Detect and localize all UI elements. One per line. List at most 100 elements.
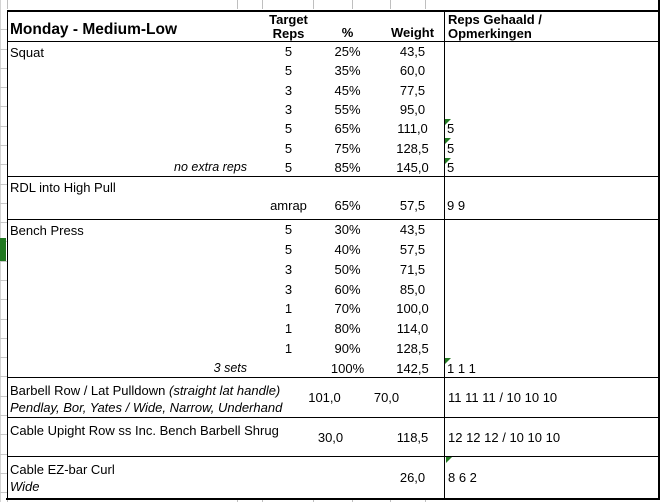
target-reps-cell[interactable]: amrap	[270, 197, 307, 213]
exercise-name-cell[interactable]: Cable Upight Row ss Inc. Bench Barbell S…	[10, 422, 279, 439]
weight-cell[interactable]: 118,5	[396, 429, 429, 445]
result-cell[interactable]	[444, 220, 658, 240]
result-cell[interactable]: 8 6 2	[445, 457, 658, 498]
weight-cell[interactable]: 57,5	[399, 197, 426, 213]
weight-cell[interactable]: 128,5	[396, 140, 429, 156]
row-gridline	[0, 87, 7, 88]
exercise-name-cell[interactable]: Bench Press	[10, 223, 84, 238]
set-row: 3 60% 85,0	[8, 279, 658, 299]
result-cell[interactable]: 12 12 12 / 10 10 10	[445, 418, 658, 456]
exercise-name-cell[interactable]: Barbell Row / Lat Pulldown (straight lat…	[10, 382, 282, 416]
percent-cell[interactable]: 35%	[334, 63, 361, 79]
percent-cell[interactable]: 40%	[334, 242, 361, 258]
result-cell[interactable]: 5	[444, 157, 658, 177]
result-cell[interactable]	[444, 100, 658, 119]
target-reps-cell[interactable]: 5	[284, 222, 293, 238]
target-reps-header-line2: Reps	[272, 26, 305, 41]
result-cell[interactable]	[444, 81, 658, 100]
target-reps-cell[interactable]: 3	[284, 281, 293, 297]
weight-cell[interactable]: 114,0	[396, 321, 429, 337]
result-cell[interactable]: 9 9	[444, 196, 658, 215]
exercise-name-cell[interactable]: Cable EZ-bar Curl Wide	[10, 461, 262, 495]
percent-cell[interactable]: 45%	[334, 82, 361, 98]
percent-cell[interactable]: 65%	[334, 197, 361, 213]
target-reps-cell[interactable]: 3	[284, 261, 293, 277]
target-reps-cell[interactable]: 1	[284, 321, 293, 337]
flag-triangle-icon	[446, 457, 452, 463]
weight-cell[interactable]: 128,5	[396, 340, 429, 356]
weight-cell[interactable]: 111,0	[397, 121, 428, 137]
row-gridline	[0, 164, 7, 165]
result-cell[interactable]: 1 1 1	[444, 358, 658, 378]
target-reps-cell[interactable]: 5	[284, 121, 293, 137]
column-gridline-tick	[425, 0, 426, 9]
result-cell[interactable]: 11 11 11 / 10 10 10	[445, 378, 658, 417]
result-cell[interactable]	[444, 279, 658, 299]
weight-cell[interactable]: 57,5	[399, 242, 426, 258]
day-title-cell[interactable]: Monday - Medium-Low	[10, 21, 178, 38]
percent-cell[interactable]: 90%	[334, 340, 361, 356]
weight-cell[interactable]: 71,5	[399, 261, 426, 277]
percent-cell[interactable]: 60%	[334, 281, 361, 297]
weight-cell[interactable]: 43,5	[399, 222, 426, 238]
percent-cell[interactable]: 100%	[330, 360, 365, 376]
result-cell[interactable]	[444, 240, 658, 260]
exercise-name-cell[interactable]: Squat	[10, 45, 44, 60]
weight-cell[interactable]: 145,0	[396, 159, 429, 175]
row-gridline	[0, 396, 7, 397]
row-gridline	[0, 29, 7, 30]
target-reps-cell[interactable]: 3	[284, 101, 293, 117]
results-header-cell[interactable]: Reps Gehaald / Opmerkingen	[444, 12, 658, 41]
weight-cell[interactable]: 26,0	[399, 470, 426, 485]
result-cell[interactable]	[444, 260, 658, 280]
target-reps-cell[interactable]: 5	[284, 63, 293, 79]
weight-cell[interactable]: 77,5	[399, 82, 426, 98]
weight-cell[interactable]: 85,0	[399, 281, 426, 297]
weight-header-cell[interactable]: Weight	[381, 12, 444, 41]
weight-cell[interactable]: 43,5	[399, 44, 426, 60]
percent-cell[interactable]: 50%	[334, 261, 361, 277]
set-note-cell[interactable]: no extra reps	[174, 160, 247, 175]
result-cell[interactable]	[444, 319, 658, 339]
exercise-block: Cable Upight Row ss Inc. Bench Barbell S…	[8, 418, 658, 457]
percent-cell[interactable]	[314, 457, 381, 498]
weight-cell[interactable]: 95,0	[399, 101, 426, 117]
weight-cell[interactable]: 70,0	[373, 390, 400, 405]
result-cell[interactable]: 5	[444, 119, 658, 138]
weight-cell[interactable]: 142,5	[396, 360, 429, 376]
target-reps-cell[interactable]: 5	[284, 140, 293, 156]
percent-cell[interactable]: 75%	[334, 140, 361, 156]
percent-cell[interactable]: 30,0	[317, 429, 344, 445]
percent-cell[interactable]: 85%	[334, 159, 361, 175]
percent-cell[interactable]: 80%	[334, 321, 361, 337]
exercise-name-cell[interactable]: RDL into High Pull	[10, 180, 116, 195]
target-reps-cell[interactable]: 3	[284, 82, 293, 98]
percent-cell[interactable]: 25%	[334, 44, 361, 60]
target-reps-cell[interactable]: 5	[284, 159, 293, 175]
set-note-cell[interactable]: 3 sets	[213, 361, 247, 376]
row-gridline	[0, 492, 7, 493]
set-row: 5 35% 60,0	[8, 61, 658, 80]
target-reps-cell[interactable]: 1	[284, 340, 293, 356]
result-cell[interactable]	[444, 61, 658, 80]
weight-cell[interactable]: 60,0	[399, 63, 426, 79]
result-cell[interactable]	[444, 299, 658, 319]
target-reps-cell[interactable]: 1	[284, 301, 293, 317]
target-reps-cell[interactable]: 5	[284, 242, 293, 258]
percent-header-cell[interactable]: %	[314, 12, 381, 41]
results-column-divider	[444, 457, 445, 498]
percent-cell[interactable]: 30%	[334, 222, 361, 238]
target-reps-header-cell[interactable]: Target Reps	[263, 12, 314, 41]
exercise-blocks: Squat 5 25% 43,5 5 35% 60,0 3 45% 77,5 3 55% 95,0 5 65…	[8, 42, 658, 498]
percent-cell[interactable]: 101,0	[308, 390, 341, 405]
target-reps-cell[interactable]: 5	[284, 44, 293, 60]
percent-cell[interactable]: 55%	[334, 101, 361, 117]
percent-cell[interactable]: 70%	[334, 301, 361, 317]
result-cell[interactable]: 5	[444, 138, 658, 157]
percent-cell[interactable]: 65%	[334, 121, 361, 137]
row-gridline	[0, 68, 7, 69]
result-cell[interactable]	[444, 42, 658, 61]
result-cell[interactable]	[444, 339, 658, 359]
weight-cell[interactable]: 100,0	[396, 301, 429, 317]
